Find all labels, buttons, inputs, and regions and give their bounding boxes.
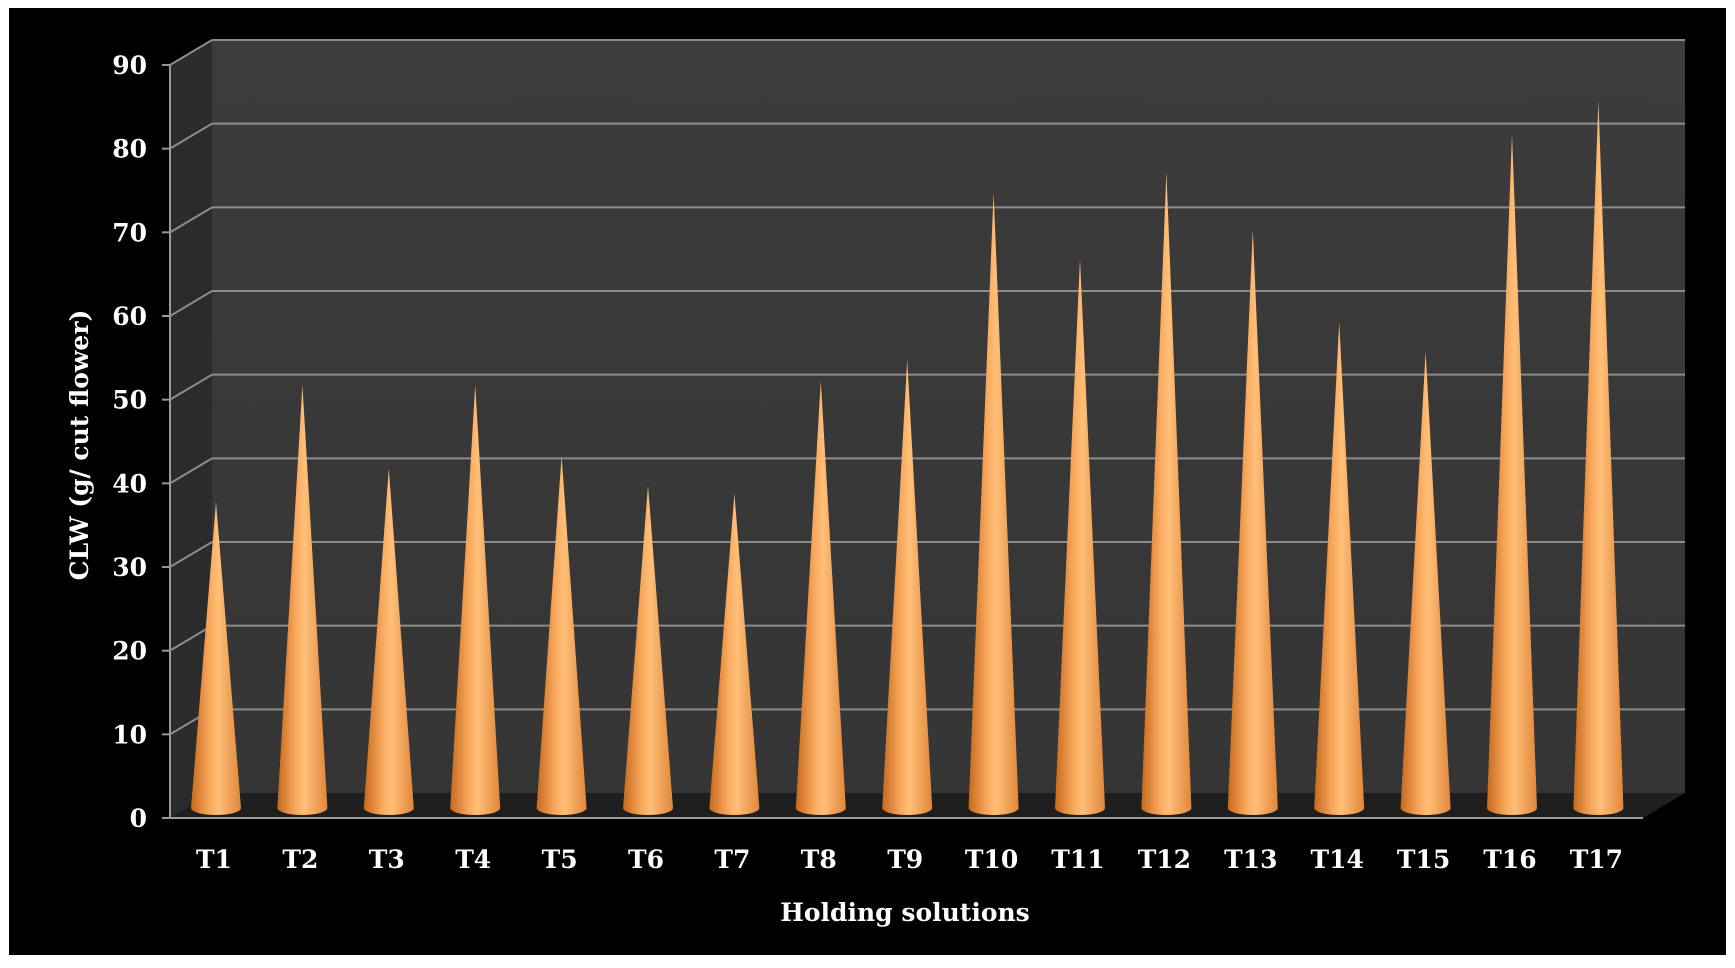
- cone-bar-T4: [450, 384, 501, 815]
- x-tick-label: T1: [196, 845, 232, 874]
- cone-body: [1573, 100, 1624, 815]
- gridline-side: [169, 39, 213, 66]
- cone-body: [1141, 171, 1192, 816]
- cone-bar-T7: [709, 493, 760, 815]
- cone-bar-T15: [1400, 351, 1451, 815]
- cone-body: [536, 455, 587, 815]
- x-tick-label: T11: [1051, 845, 1104, 874]
- cone-body: [709, 493, 760, 815]
- cone-body: [882, 359, 933, 815]
- x-axis-label: Holding solutions: [780, 898, 1030, 927]
- y-tick-label: 20: [112, 637, 147, 666]
- gridline-side: [169, 457, 213, 485]
- x-tick-label: T17: [1570, 845, 1623, 874]
- cone-body: [1055, 259, 1105, 816]
- cone-bar-T9: [882, 359, 933, 815]
- x-tick-label: T5: [542, 845, 578, 874]
- gridline-side: [169, 290, 213, 317]
- cone-bar-T16: [1487, 133, 1537, 815]
- x-tick-label: T4: [455, 845, 491, 874]
- y-tick-label: 0: [130, 804, 147, 833]
- y-tick-label: 70: [112, 218, 147, 247]
- cone-bar-T13: [1227, 229, 1278, 816]
- x-tick-label: T13: [1224, 845, 1277, 874]
- cone-bar-T5: [536, 455, 587, 815]
- y-tick-label: 60: [112, 302, 147, 331]
- cone-bar-T11: [1055, 259, 1105, 816]
- cone-body: [795, 380, 846, 815]
- x-tick-label: T15: [1397, 845, 1450, 874]
- y-tick-label: 40: [112, 469, 147, 498]
- x-tick-label: T16: [1483, 845, 1536, 874]
- x-tick-label: T2: [282, 845, 318, 874]
- x-tick-label: T14: [1310, 845, 1363, 874]
- cone-bar-T2: [277, 384, 328, 815]
- x-tick-label: T6: [628, 845, 664, 874]
- cone-body: [363, 468, 414, 815]
- cone-bar-T17: [1573, 100, 1624, 815]
- gridline-side: [169, 541, 213, 568]
- cone-body: [450, 384, 501, 815]
- cone-bar-T1: [191, 501, 241, 815]
- x-tick-label: T8: [801, 845, 837, 874]
- y-tick-label: 50: [112, 386, 147, 415]
- cone-body: [191, 501, 241, 815]
- x-tick-label: T9: [887, 845, 923, 874]
- cone-bar-T6: [623, 485, 673, 815]
- cone-body: [277, 384, 328, 815]
- gridline-side: [169, 206, 213, 234]
- cone-bar-T10: [968, 192, 1019, 815]
- cone-body: [1400, 351, 1451, 815]
- cone-body: [1487, 133, 1537, 815]
- cone-bar-T14: [1314, 321, 1365, 815]
- y-tick-label: 90: [112, 51, 147, 80]
- cone-bar-T8: [795, 380, 846, 815]
- side-wall: [170, 40, 212, 818]
- x-tick-label: T10: [965, 845, 1018, 874]
- x-tick-label: T3: [369, 845, 405, 874]
- cone-bar-T12: [1141, 171, 1192, 816]
- gridline-side: [169, 624, 213, 652]
- cone-body: [623, 485, 673, 815]
- y-tick-label: 30: [112, 553, 147, 582]
- y-axis-label: CLW (g/ cut flower): [65, 310, 94, 581]
- x-tick-label: T12: [1138, 845, 1191, 874]
- cone-body: [1314, 321, 1365, 815]
- back-wall: [212, 40, 1685, 793]
- cone-body: [1227, 229, 1278, 816]
- cone-body: [968, 192, 1019, 815]
- y-tick-label: 80: [112, 135, 147, 164]
- x-tick-label: T7: [714, 845, 750, 874]
- gridline-side: [169, 373, 213, 401]
- cone-bar-T3: [363, 468, 414, 815]
- y-tick-label: 10: [112, 720, 147, 749]
- gridline-side: [169, 122, 213, 150]
